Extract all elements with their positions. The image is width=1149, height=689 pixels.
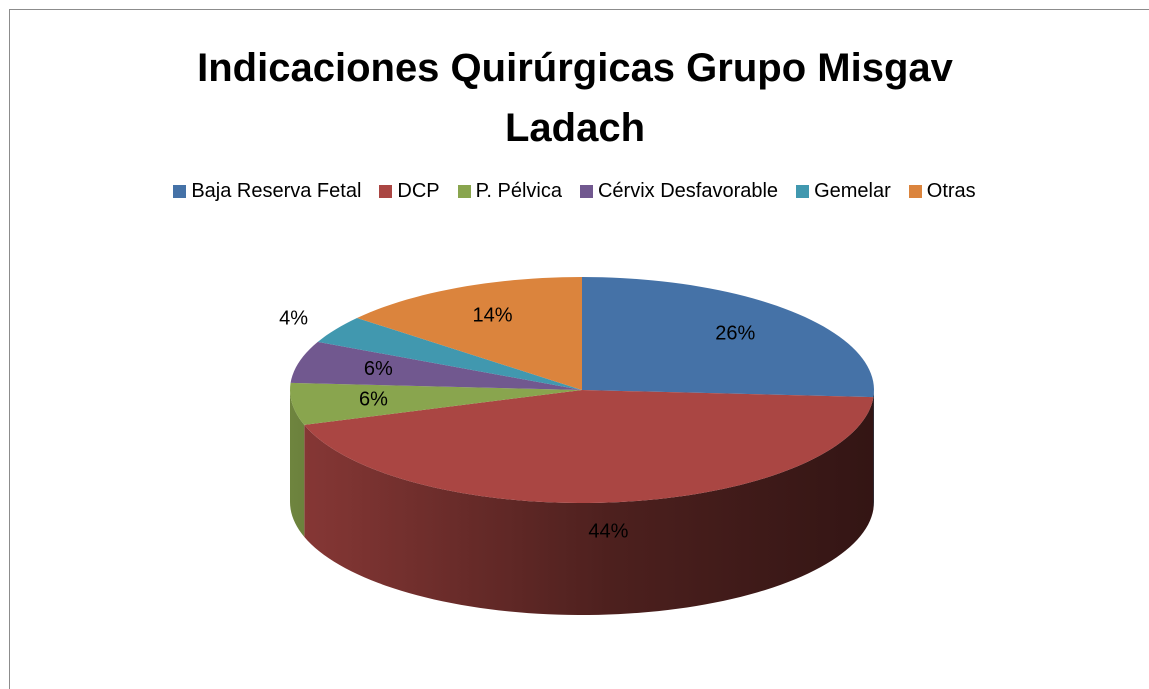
legend-item: Cérvix Desfavorable [579,180,779,203]
slice [290,341,582,390]
data-label: 6% [359,388,388,410]
slice [304,390,874,503]
data-label: 14% [472,305,512,327]
slice-side [873,390,874,510]
legend-label: Gemelar [814,180,891,202]
chart-title: Indicaciones Quirúrgicas Grupo Misgav La… [197,46,953,150]
legend-swatch [796,185,810,198]
legend-item: P. Pélvica [457,180,562,203]
data-label: 44% [588,521,628,543]
legend-item: Baja Reserva Fetal [173,180,361,203]
slice [290,382,582,425]
chart-frame [9,9,1149,689]
data-label: 4% [279,307,308,329]
slice [582,277,874,398]
page: Indicaciones Quirúrgicas Grupo Misgav La… [0,9,1149,689]
legend-swatch [173,185,187,198]
legend-label: Otras [926,180,976,202]
legend-item: Otras [908,180,976,203]
legend-swatch [457,185,471,198]
legend-swatch [379,185,393,198]
legend-label: DCP [397,180,440,202]
data-label: 26% [715,323,755,345]
slice [357,277,582,390]
data-label: 6% [364,358,393,380]
legend-label: P. Pélvica [475,180,562,202]
slice-side [304,397,874,615]
legend-swatch [908,185,922,198]
legend-swatch [579,185,593,198]
legend: Baja Reserva Fetal DCP P. Pélvica Cérvix De… [0,180,1149,203]
legend-item: DCP [379,180,440,203]
legend-label: Cérvix Desfavorable [597,180,779,202]
slice-side [290,390,305,537]
legend-item: Gemelar [796,180,891,203]
slice [317,317,582,390]
legend-label: Baja Reserva Fetal [191,180,362,202]
chart: 26% 44% 6% 6% 4% 14% [279,277,874,615]
